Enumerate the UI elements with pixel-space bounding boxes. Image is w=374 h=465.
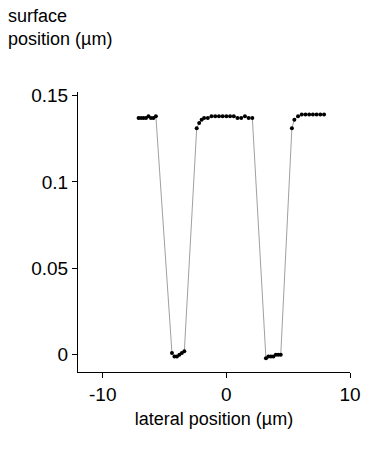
svg-text:0.05: 0.05 <box>31 258 68 279</box>
svg-text:0: 0 <box>221 384 232 405</box>
svg-text:0: 0 <box>58 344 69 365</box>
svg-text:lateral position (µm): lateral position (µm) <box>135 409 293 429</box>
svg-text:0.15: 0.15 <box>31 85 68 106</box>
svg-text:0.1: 0.1 <box>42 172 68 193</box>
svg-text:-10: -10 <box>89 384 116 405</box>
svg-text:surfaceposition (µm): surfaceposition (µm) <box>8 6 112 49</box>
svg-text:10: 10 <box>339 384 360 405</box>
